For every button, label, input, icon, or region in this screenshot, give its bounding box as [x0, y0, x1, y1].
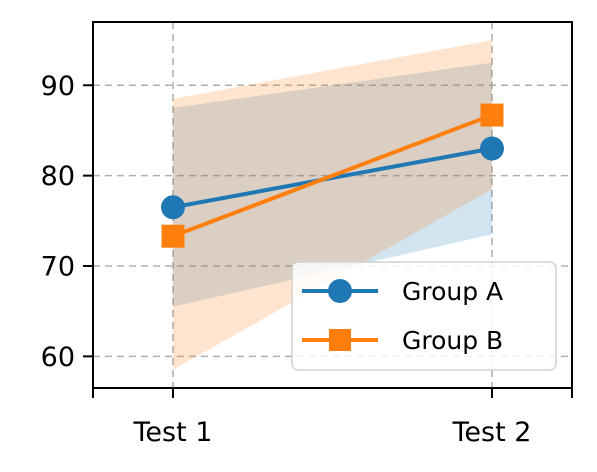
x-tick-label-0: Test 1	[133, 417, 213, 448]
confidence-band-group-b	[173, 40, 492, 370]
legend-entry-group-b: Group B	[302, 326, 503, 355]
legend-marker-group-b	[329, 329, 351, 351]
legend: Group A Group B	[291, 261, 557, 371]
y-tick-label-80: 80	[41, 161, 75, 192]
y-tick-label-60: 60	[41, 342, 75, 373]
data-point-group-b-1	[480, 103, 504, 127]
x-tick-label-1: Test 2	[452, 417, 532, 448]
data-point-group-b-0	[161, 224, 185, 248]
y-tick-label-70: 70	[41, 252, 75, 283]
y-tick-label-90: 90	[41, 71, 75, 102]
series-line-group-a	[172, 146, 493, 210]
confidence-band-group-a	[173, 62, 492, 307]
legend-label-group-b: Group B	[402, 326, 503, 355]
legend-marker-group-a	[328, 279, 352, 303]
confidence-bands	[173, 40, 492, 370]
series-lines	[172, 113, 493, 239]
series-markers	[161, 103, 504, 248]
data-point-group-a-0	[161, 195, 185, 220]
data-point-group-a-1	[480, 136, 504, 161]
legend-label-group-a: Group A	[402, 277, 503, 306]
x-axis: Test 1 Test 2	[92, 388, 573, 448]
series-line-group-b	[172, 113, 493, 239]
plot-frame	[92, 21, 573, 389]
legend-entry-group-a: Group A	[302, 277, 503, 306]
y-axis: 60 70 80 90	[41, 71, 93, 373]
